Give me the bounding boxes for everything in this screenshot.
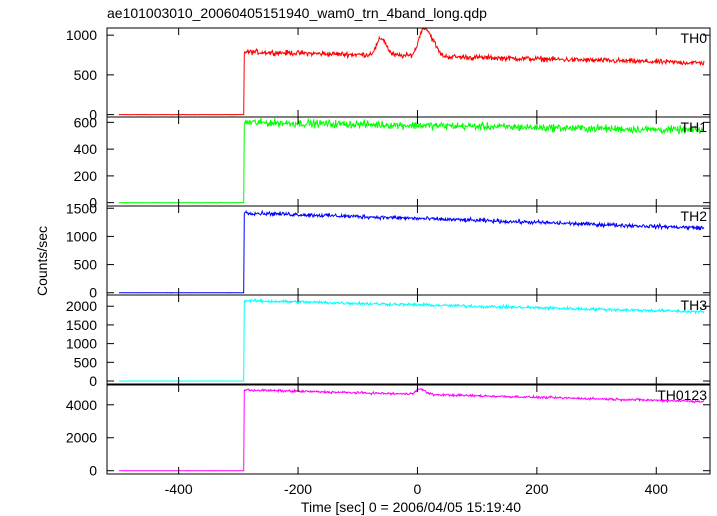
y-tick-label: 4000 — [66, 397, 97, 413]
y-tick-label: 200 — [74, 168, 98, 184]
y-tick-label: 500 — [74, 67, 98, 83]
series-label-th2: TH2 — [681, 208, 708, 224]
panel-th0123: 0 2000 4000 TH0123 — [66, 384, 711, 479]
panel-frame — [106, 27, 711, 118]
series-line-th1 — [118, 117, 705, 204]
series-line-th0 — [118, 28, 705, 116]
y-tick-label: 1000 — [66, 27, 97, 43]
panel-frame — [106, 384, 711, 475]
x-tick-label: 400 — [645, 481, 669, 497]
series-line-th0123 — [118, 388, 705, 472]
x-tick-label: 0 — [414, 481, 422, 497]
x-tick-label: -400 — [165, 481, 193, 497]
y-tick-label: 400 — [74, 141, 98, 157]
x-axis-label: Time [sec] 0 = 2006/04/05 15:19:40 — [301, 499, 521, 515]
y-tick-label: 0 — [89, 107, 97, 123]
series-label-th0123: TH0123 — [657, 387, 707, 403]
x-tick-label: -200 — [284, 481, 312, 497]
y-tick-label: 2000 — [66, 298, 97, 314]
panel-frame — [106, 116, 711, 207]
y-tick-label: 1500 — [66, 200, 97, 216]
y-tick-label: 500 — [74, 257, 98, 273]
panel-th3: 0 500 1000 1500 2000 TH3 — [66, 294, 711, 389]
chart-title: ae101003010_20060405151940_wam0_trn_4ban… — [107, 5, 487, 21]
panel-th2: 0 500 1000 1500 TH2 — [66, 200, 711, 301]
series-line-th3 — [118, 298, 705, 382]
y-tick-label: 1500 — [66, 317, 97, 333]
panel-th0: 0 500 1000 TH0 — [66, 27, 711, 123]
y-tick-label: 2000 — [66, 430, 97, 446]
x-tick-label: 200 — [525, 481, 549, 497]
series-label-th1: TH1 — [681, 119, 708, 135]
panel-frame — [106, 294, 711, 385]
series-label-th0: TH0 — [681, 30, 708, 46]
y-tick-label: 500 — [74, 354, 98, 370]
y-tick-label: 0 — [89, 373, 97, 389]
y-tick-label: 0 — [89, 285, 97, 301]
y-axis-label: Counts/sec — [34, 226, 50, 296]
y-tick-label: 600 — [74, 114, 98, 130]
y-tick-label: 0 — [89, 463, 97, 479]
y-tick-label: 0 — [89, 195, 97, 211]
panel-th1: 0 200 400 600 TH1 — [74, 114, 711, 211]
series-label-th3: TH3 — [681, 297, 708, 313]
y-tick-label: 1000 — [66, 336, 97, 352]
y-tick-label: 1000 — [66, 228, 97, 244]
series-line-th2 — [118, 209, 705, 294]
